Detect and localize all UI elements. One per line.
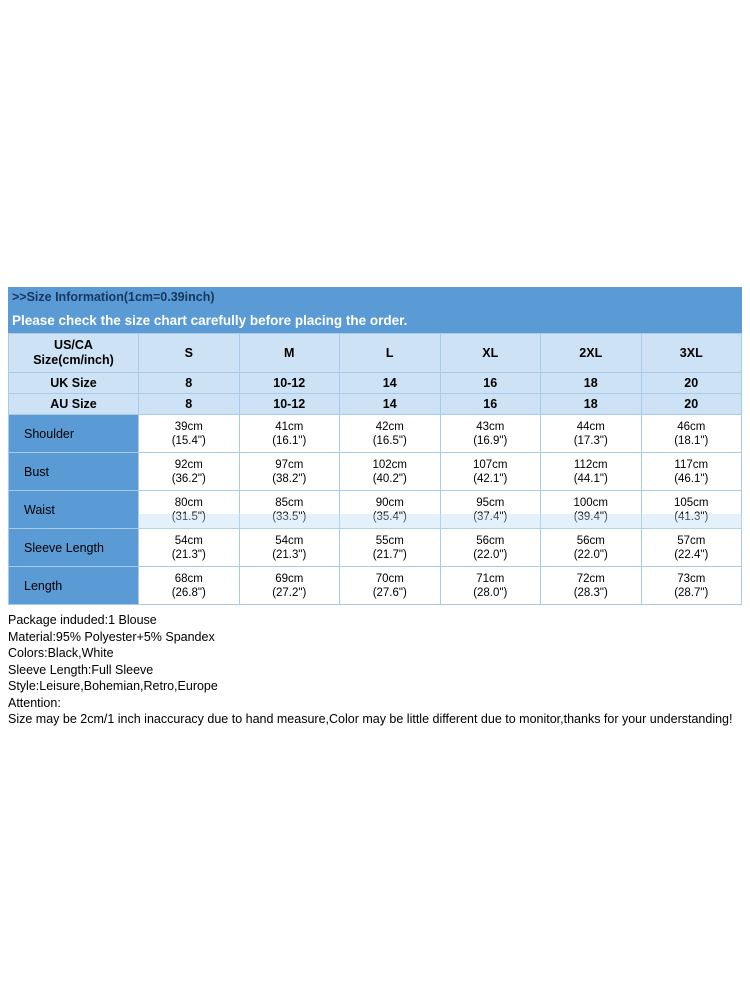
size-chart-notice-bar: Please check the size chart carefully be…: [8, 308, 742, 333]
sleeve-length-row: Sleeve Length 54cm (21.3") 54cm (21.3") 55…: [8, 528, 742, 567]
uk-size-value: 14: [339, 372, 441, 394]
uk-size-row: UK Size 8 10-12 14 16 18 20: [8, 372, 742, 394]
uk-size-value: 16: [439, 372, 541, 394]
measure-cell: 54cm (21.3"): [238, 528, 340, 567]
size-header-l: L: [339, 333, 441, 373]
size-header-xl: XL: [439, 333, 541, 373]
waist-row: Waist 80cm (31.5") 85cm (33.5") 90cm (35.4"…: [8, 490, 742, 529]
waist-label: Waist: [8, 490, 139, 529]
measure-cell: 42cm (16.5"): [339, 414, 441, 453]
size-header-2xl: 2XL: [540, 333, 642, 373]
material-line: Material:95% Polyester+5% Spandex: [8, 629, 215, 644]
size-information-title-bar: >>Size Information(1cm=0.39inch): [8, 287, 742, 308]
measure-cell: 71cm (28.0"): [439, 566, 541, 605]
au-size-value: 16: [439, 393, 541, 415]
au-size-value: 10-12: [238, 393, 340, 415]
measure-cell: 95cm (37.4"): [439, 490, 541, 529]
measure-cell: 69cm (27.2"): [238, 566, 340, 605]
au-size-value: 20: [640, 393, 742, 415]
bust-row: Bust 92cm (36.2") 97cm (38.2") 102cm (40.2"…: [8, 452, 742, 491]
measure-cell: 92cm (36.2"): [138, 452, 240, 491]
corner-header-cell: US/CA Size(cm/inch): [8, 333, 139, 373]
measure-cell: 107cm (42.1"): [439, 452, 541, 491]
uk-size-label: UK Size: [8, 372, 139, 394]
size-header-row: US/CA Size(cm/inch) S M L XL 2XL 3XL: [8, 333, 742, 373]
uk-size-value: 10-12: [238, 372, 340, 394]
style-line: Style:Leisure,Bohemian,Retro,Europe: [8, 679, 218, 693]
au-size-label: AU Size: [8, 393, 139, 415]
measure-cell: 100cm (39.4"): [540, 490, 642, 529]
attention-line: Attention:: [8, 695, 61, 710]
measure-cell: 117cm (46.1"): [640, 452, 742, 491]
measure-cell: 41cm (16.1"): [238, 414, 340, 453]
measure-cell: 70cm (27.6"): [339, 566, 441, 605]
uk-size-value: 18: [540, 372, 642, 394]
uk-size-value: 20: [640, 372, 742, 394]
au-size-value: 18: [540, 393, 642, 415]
au-size-value: 8: [138, 393, 240, 415]
measure-cell: 68cm (26.8"): [138, 566, 240, 605]
length-label: Length: [8, 566, 139, 605]
size-header-s: S: [138, 333, 240, 373]
size-header-m: M: [238, 333, 340, 373]
shoulder-label: Shoulder: [8, 414, 139, 453]
measure-cell: 55cm (21.7"): [339, 528, 441, 567]
measure-cell: 39cm (15.4"): [138, 414, 240, 453]
measure-cell: 73cm (28.7"): [640, 566, 742, 605]
size-info-content: >>Size Information(1cm=0.39inch) Please …: [8, 287, 742, 728]
measure-cell: 54cm (21.3"): [138, 528, 240, 567]
measure-cell: 102cm (40.2"): [339, 452, 441, 491]
measure-cell: 97cm (38.2"): [238, 452, 340, 491]
measure-cell: 56cm (22.0"): [540, 528, 642, 567]
measure-cell: 105cm (41.3"): [640, 490, 742, 529]
sleeve-length-label: Sleeve Length: [8, 528, 139, 567]
colors-line: Colors:Black,White: [8, 646, 114, 660]
measure-cell: 112cm (44.1"): [540, 452, 642, 491]
measure-cell: 72cm (28.3"): [540, 566, 642, 605]
measure-cell: 44cm (17.3"): [540, 414, 642, 453]
measure-cell: 90cm (35.4"): [339, 490, 441, 529]
au-size-row: AU Size 8 10-12 14 16 18 20: [8, 393, 742, 415]
au-size-value: 14: [339, 393, 441, 415]
disclaimer-line: Size may be 2cm/1 inch inaccuracy due to…: [8, 712, 733, 726]
size-chart-table: US/CA Size(cm/inch) S M L XL 2XL 3XL UK …: [8, 333, 742, 605]
measure-cell: 56cm (22.0"): [439, 528, 541, 567]
measure-cell: 43cm (16.9"): [439, 414, 541, 453]
corner-line1: US/CA: [54, 338, 93, 352]
package-line: Package induded:1 Blouse: [8, 613, 157, 627]
measure-cell: 80cm (31.5"): [138, 490, 240, 529]
sleeve-line: Sleeve Length:Full Sleeve: [8, 662, 154, 677]
length-row: Length 68cm (26.8") 69cm (27.2") 70cm (27.6…: [8, 566, 742, 605]
uk-size-value: 8: [138, 372, 240, 394]
measure-cell: 57cm (22.4"): [640, 528, 742, 567]
corner-line2: Size(cm/inch): [33, 353, 114, 367]
bust-label: Bust: [8, 452, 139, 491]
size-header-3xl: 3XL: [640, 333, 742, 373]
measure-cell: 85cm (33.5"): [238, 490, 340, 529]
measure-cell: 46cm (18.1"): [640, 414, 742, 453]
shoulder-row: Shoulder 39cm (15.4") 41cm (16.1") 42cm (16…: [8, 414, 742, 453]
product-details-text: Package induded:1 Blouse Material:95% Po…: [8, 612, 742, 728]
